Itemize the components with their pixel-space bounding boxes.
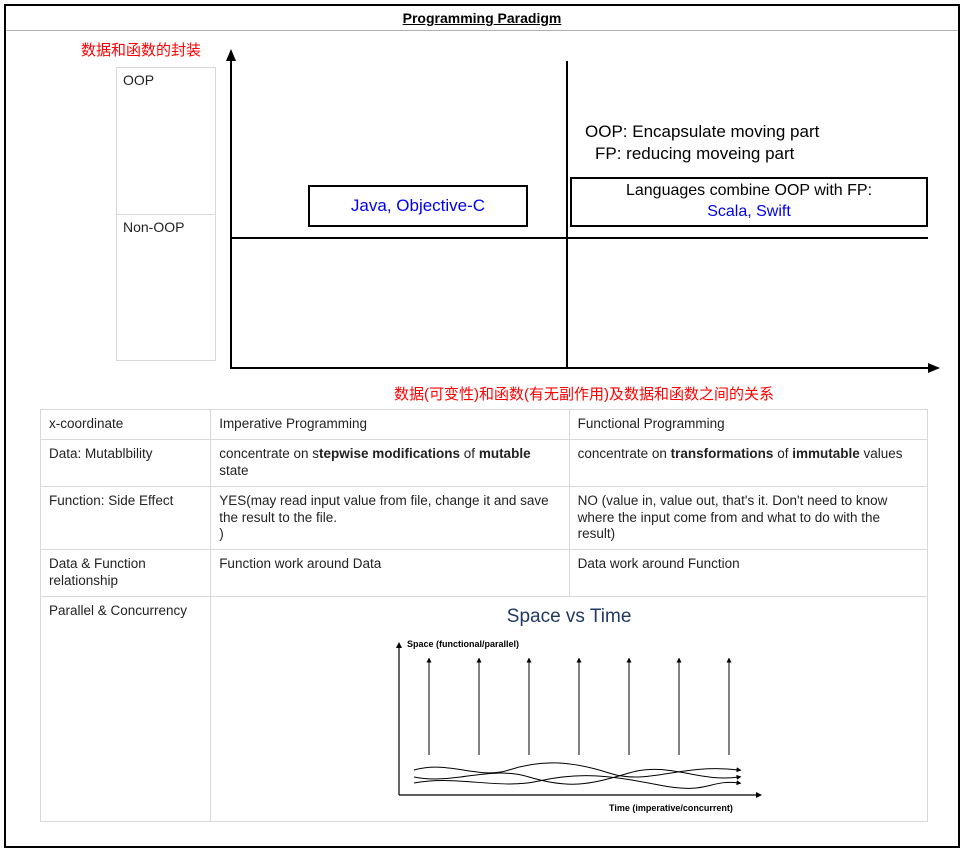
cell-r3c2: Function work around Data — [211, 550, 569, 597]
cell-space-time: Space vs Time Space (functional/parallel… — [211, 597, 928, 822]
box-java-objc: Java, Objective-C — [308, 185, 528, 227]
y-axis-label-red: 数据和函数的封装 — [81, 39, 201, 60]
st-wave-2 — [414, 769, 739, 784]
th-imperative: Imperative Programming — [211, 410, 569, 440]
cell-r3c3: Data work around Function — [569, 550, 927, 597]
y-category-boxes: OOP Non-OOP — [116, 67, 216, 361]
st-x-label: Time (imperative/concurrent) — [609, 803, 733, 813]
cell-r2c3: NO (value in, value out, that's it. Don'… — [569, 486, 927, 550]
th-x-coord: x-coordinate — [41, 410, 211, 440]
x-axis-arrow-icon — [928, 363, 940, 373]
box-combine-oop-fp: Languages combine OOP with FP: Scala, Sw… — [570, 177, 928, 227]
space-time-chart: Space (functional/parallel) Time (impera… — [359, 635, 779, 815]
cell-r2c1: Function: Side Effect — [41, 486, 211, 550]
table-row: Function: Side Effect YES(may read input… — [41, 486, 928, 550]
cell-r4c1: Parallel & Concurrency — [41, 597, 211, 822]
space-time-title: Space vs Time — [219, 605, 919, 629]
y-axis-arrow-icon — [226, 49, 236, 61]
cell-r1c2: concentrate on stepwise modifications of… — [211, 439, 569, 486]
comparison-table: x-coordinate Imperative Programming Func… — [40, 409, 928, 822]
outer-frame: Programming Paradigm 数据和函数的封装 数据(可变性)和函数… — [4, 4, 960, 848]
y-cat-non-oop: Non-OOP — [117, 214, 215, 360]
x-axis — [230, 367, 930, 369]
vertical-divider — [566, 61, 568, 369]
annot-line2: FP: reducing moveing part — [585, 143, 925, 165]
y-axis — [230, 59, 232, 369]
st-vertical-arrows — [429, 660, 729, 755]
paradigm-diagram: 数据和函数的封装 数据(可变性)和函数(有无副作用)及数据和函数之间的关系 OO… — [24, 31, 940, 401]
axes: Java, Objective-C OOP: Encapsulate movin… — [230, 49, 940, 369]
box-combine-line1: Languages combine OOP with FP: — [574, 181, 924, 202]
title-bar: Programming Paradigm — [6, 6, 958, 31]
y-cat-oop: OOP — [117, 68, 215, 214]
horizontal-divider — [230, 237, 928, 239]
table-row: Data: Mutablbility concentrate on stepwi… — [41, 439, 928, 486]
cell-r3c1: Data & Function relationship — [41, 550, 211, 597]
cell-r1c1: Data: Mutablbility — [41, 439, 211, 486]
x-axis-label-red: 数据(可变性)和函数(有无副作用)及数据和函数之间的关系 — [394, 383, 774, 404]
table-header-row: x-coordinate Imperative Programming Func… — [41, 410, 928, 440]
table-row: Data & Function relationship Function wo… — [41, 550, 928, 597]
cell-r2c2: YES(may read input value from file, chan… — [211, 486, 569, 550]
st-wave-3 — [414, 775, 739, 788]
box-combine-line2: Scala, Swift — [574, 202, 924, 223]
table-row: Parallel & Concurrency Space vs Time Spa… — [41, 597, 928, 822]
st-wave-1 — [414, 763, 739, 777]
st-y-label: Space (functional/parallel) — [407, 639, 519, 649]
annot-line1: OOP: Encapsulate moving part — [585, 121, 925, 143]
th-functional: Functional Programming — [569, 410, 927, 440]
annotation-oop-fp: OOP: Encapsulate moving part FP: reducin… — [585, 121, 925, 165]
cell-r1c3: concentrate on transformations of immuta… — [569, 439, 927, 486]
page-title: Programming Paradigm — [403, 10, 562, 26]
box-java-label: Java, Objective-C — [351, 196, 485, 216]
